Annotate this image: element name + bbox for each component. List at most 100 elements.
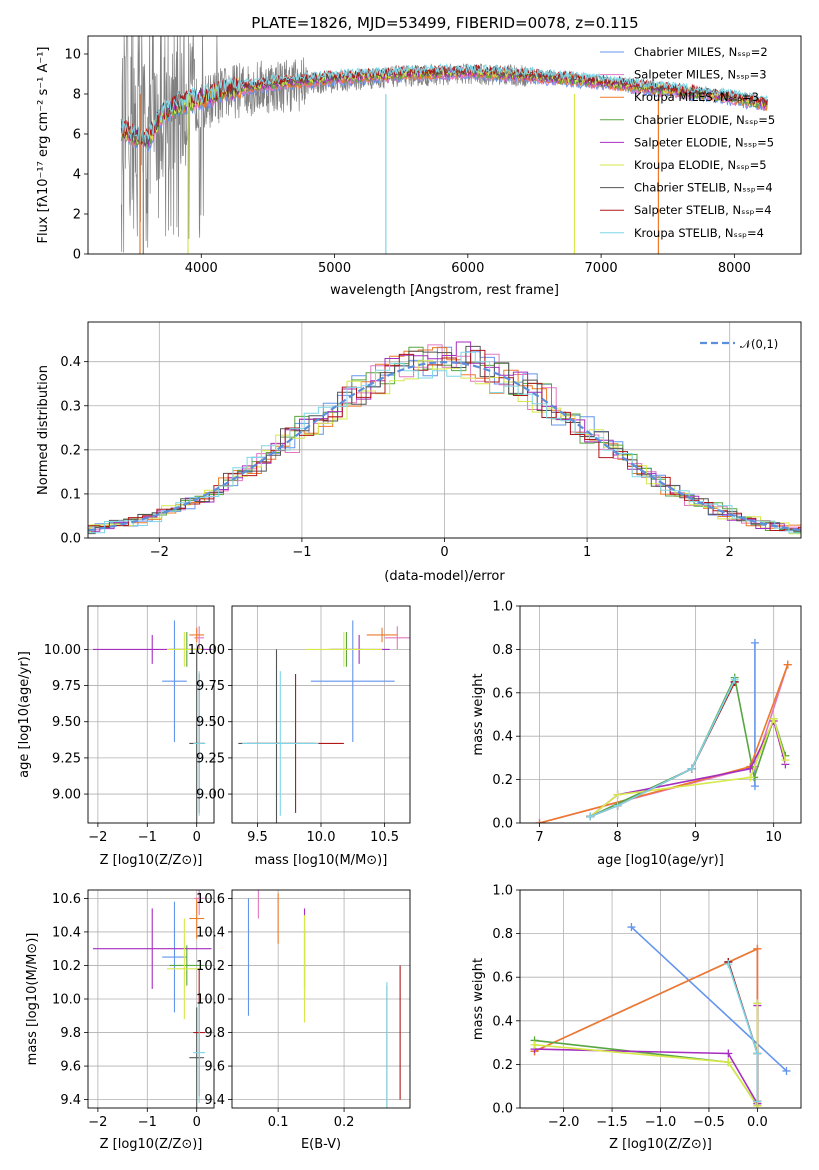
y-tick-label: 0.6 xyxy=(492,686,513,701)
mass-weight-marker xyxy=(613,801,622,810)
x-tick-label: −1 xyxy=(292,545,311,560)
legend-label: Kroupa STELIB, Nₛₛₚ=4 xyxy=(634,226,764,240)
y-axis-label: mass [log10(M/M⊙)] xyxy=(25,933,40,1066)
y-tick-label: 9.6 xyxy=(204,1060,225,1075)
y-tick-label: 10.0 xyxy=(196,993,225,1008)
plot-area xyxy=(535,638,792,823)
mass-weight-marker xyxy=(586,812,595,821)
plot-area xyxy=(247,890,401,1108)
x-tick-label: −2 xyxy=(88,830,107,845)
mass-weight-marker xyxy=(627,923,636,932)
x-axis-label: Z [log10(Z/Z⊙)] xyxy=(609,1137,712,1152)
y-tick-label: 10.4 xyxy=(196,925,225,940)
legend-label: 𝒩(0,1) xyxy=(740,337,778,351)
mass-weight-marker xyxy=(750,638,759,647)
legend-label: Chabrier ELODIE, Nₛₛₚ=5 xyxy=(634,113,775,127)
x-tick-label: 7 xyxy=(535,830,543,845)
x-axis-label: age [log10(age/yr)] xyxy=(597,853,724,868)
y-tick-label: 9.00 xyxy=(196,788,225,803)
panel-6: −2 −1 0 9.4 9.6 9.8 10.0 10.2 10.4 10.6 Z [log10(Z… xyxy=(25,889,215,1152)
y-axis-label: Normed distribution xyxy=(36,365,51,495)
chart-title: PLATE=1826, MJD=53499, FIBERID=0078, z=0… xyxy=(251,14,638,32)
x-tick-label: 10.0 xyxy=(307,830,336,845)
y-tick-label: 1.0 xyxy=(492,600,513,615)
residual-histogram xyxy=(88,360,801,535)
mass-weight-line xyxy=(727,961,759,1102)
panel-3: −2 −1 0 9.00 9.25 9.50 9.75 10.00 Z [log10(Z/Z⊙)… xyxy=(17,605,215,868)
y-tick-label: 8 xyxy=(73,88,81,103)
model-spectrum-line xyxy=(120,62,768,144)
mass-weight-line xyxy=(534,947,759,1104)
y-tick-label: 0.0 xyxy=(492,817,513,832)
y-tick-label: 9.25 xyxy=(52,751,81,766)
y-tick-label: 6 xyxy=(73,128,81,143)
plot-area xyxy=(120,36,768,254)
mass-weight-marker xyxy=(753,1049,762,1058)
y-tick-label: 0.4 xyxy=(492,1014,513,1029)
mass-weight-line xyxy=(727,963,759,1102)
mass-weight-line xyxy=(589,675,787,818)
x-tick-label: 8000 xyxy=(718,261,751,276)
y-tick-label: 0.3 xyxy=(60,399,81,414)
mass-weight-marker xyxy=(724,960,733,969)
axes-frame xyxy=(231,889,411,1109)
x-axis-label: wavelength [Angstrom, rest frame] xyxy=(330,283,559,298)
y-tick-label: 9.75 xyxy=(196,679,225,694)
y-tick-label: 10.4 xyxy=(52,925,81,940)
x-tick-label: 9.5 xyxy=(247,830,268,845)
y-tick-label: 10.0 xyxy=(52,993,81,1008)
model-spectrum-line xyxy=(121,69,768,149)
mass-weight-line xyxy=(590,681,736,818)
y-tick-label: 0.8 xyxy=(492,927,513,942)
legend-label: Salpeter STELIB, Nₛₛₚ=4 xyxy=(634,203,772,217)
y-axis-label: age [log10(age/yr)] xyxy=(17,651,32,778)
mass-weight-line xyxy=(539,664,789,823)
y-tick-label: 0 xyxy=(73,248,81,263)
panel-2: −2 −1 0 1 2 0.0 0.1 0.2 0.3 0.4 (data-model)/error… xyxy=(36,321,802,584)
axes-frame xyxy=(87,605,215,824)
mass-weight-marker xyxy=(724,1049,733,1058)
mass-weight-line xyxy=(590,681,736,818)
legend-label: Salpeter MILES, Nₛₛₚ=3 xyxy=(634,68,767,82)
y-tick-label: 0.0 xyxy=(60,532,81,547)
axes-frame xyxy=(519,605,802,824)
mass-weight-line xyxy=(539,664,789,823)
legend-label: Salpeter ELODIE, Nₛₛₚ=5 xyxy=(634,135,774,149)
x-axis-label: Z [log10(Z/Z⊙)] xyxy=(100,1137,203,1152)
plot-area xyxy=(238,620,410,823)
x-tick-label: 7000 xyxy=(585,261,618,276)
y-tick-label: 1.0 xyxy=(492,884,513,899)
plot-area xyxy=(88,341,801,535)
y-tick-label: 0.4 xyxy=(60,355,81,370)
mass-weight-marker xyxy=(769,714,778,723)
x-axis-label: mass [log10(M/M⊙)] xyxy=(255,853,388,868)
y-tick-label: 0.1 xyxy=(60,487,81,502)
y-tick-label: 0.6 xyxy=(492,971,513,986)
mass-weight-line xyxy=(727,961,759,1102)
x-tick-label: −1.0 xyxy=(645,1115,677,1130)
x-tick-label: 10 xyxy=(765,830,782,845)
mass-weight-line xyxy=(534,1003,759,1108)
x-tick-label: 10.5 xyxy=(370,830,399,845)
x-axis-label: Z [log10(Z/Z⊙)] xyxy=(100,853,203,868)
y-axis-label: Flux [fλ10⁻¹⁷ erg cm⁻² s⁻¹ A⁻¹] xyxy=(36,47,51,244)
axes-frame xyxy=(231,605,411,824)
y-tick-label: 4 xyxy=(73,168,81,183)
x-tick-label: −1.5 xyxy=(596,1115,628,1130)
y-tick-label: 10.2 xyxy=(196,959,225,974)
mass-weight-marker xyxy=(530,1040,539,1049)
y-tick-label: 10.6 xyxy=(52,892,81,907)
mass-weight-marker xyxy=(746,773,755,782)
x-tick-label: 4000 xyxy=(185,261,218,276)
y-tick-label: 10.00 xyxy=(44,643,81,658)
y-tick-label: 10.6 xyxy=(196,892,225,907)
panel-1: 4000 5000 6000 7000 8000 0 2 4 6 8 10 wavelength [A… xyxy=(36,35,802,298)
y-tick-label: 9.00 xyxy=(52,788,81,803)
x-tick-label: 0 xyxy=(440,545,448,560)
y-tick-label: 0.2 xyxy=(492,1058,513,1073)
x-tick-label: 5000 xyxy=(318,261,351,276)
mass-weight-line xyxy=(630,926,788,1072)
y-tick-label: 0.2 xyxy=(492,773,513,788)
x-tick-label: 9 xyxy=(691,830,699,845)
mass-weight-marker xyxy=(783,660,792,669)
